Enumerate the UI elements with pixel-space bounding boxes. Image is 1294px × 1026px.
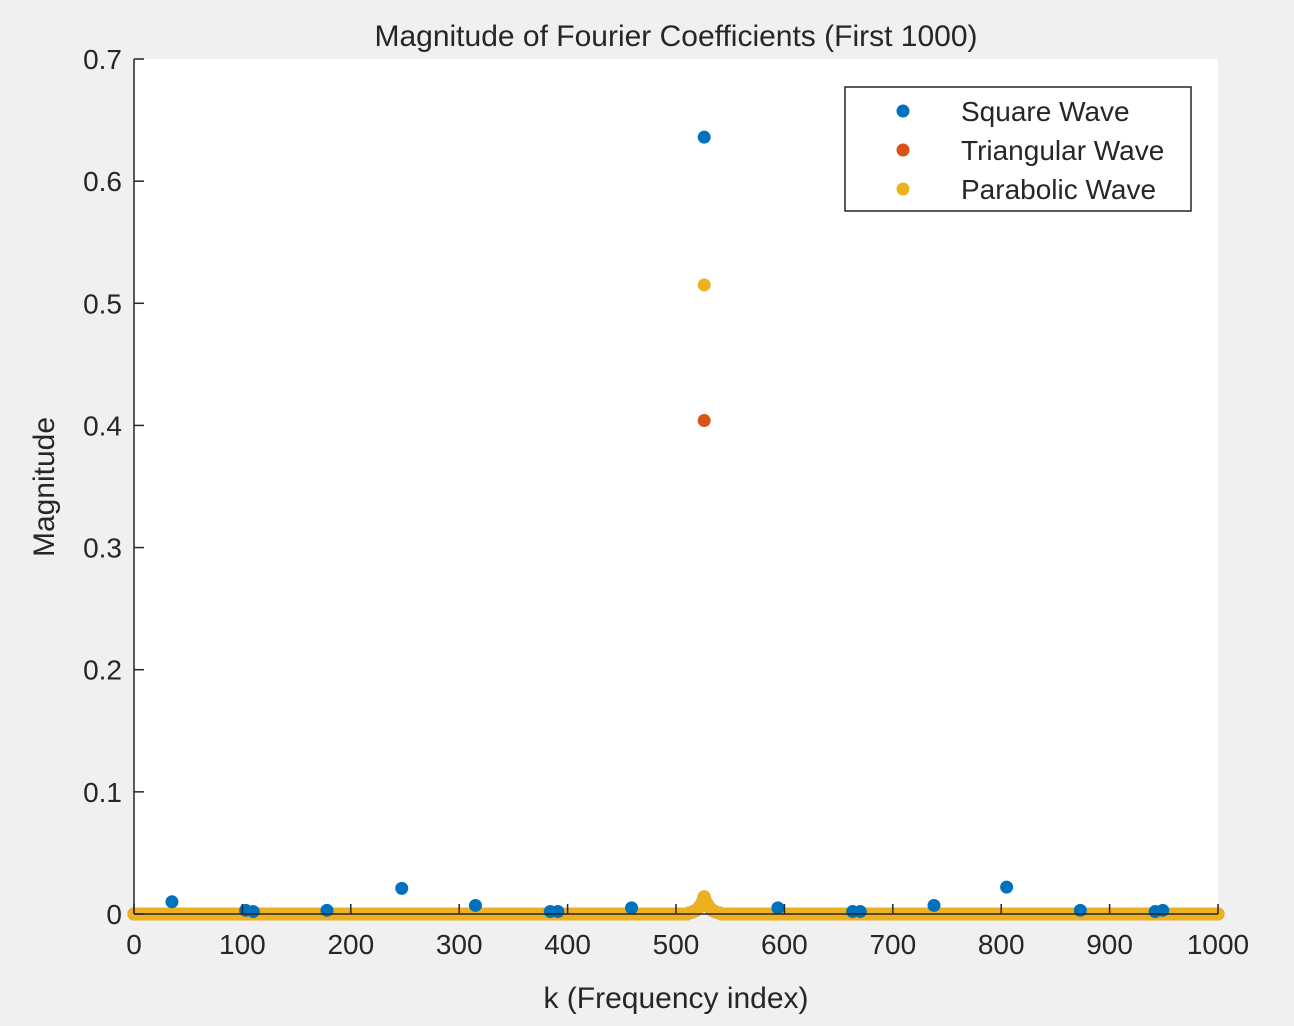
data-points-layer — [165, 130, 1170, 919]
y-tick-label: 0 — [106, 899, 122, 930]
x-tick-label: 100 — [219, 929, 266, 960]
data-point-series-0 — [1000, 880, 1014, 894]
data-point-series-0 — [1073, 903, 1087, 917]
data-point-series-0 — [551, 905, 565, 919]
x-tick-label: 300 — [436, 929, 483, 960]
data-point-series-0 — [1156, 903, 1170, 917]
y-tick-label: 0.4 — [83, 410, 122, 441]
data-point-series-0 — [853, 905, 867, 919]
y-tick-label: 0.6 — [83, 166, 122, 197]
x-tick-label: 200 — [327, 929, 374, 960]
y-axis-ticks: 0 0.1 0.2 0.3 0.4 0.5 0.6 0.7 — [83, 44, 144, 930]
data-point-series-1 — [697, 414, 711, 428]
legend-marker-triangular-wave — [896, 143, 910, 157]
legend-label-triangular-wave: Triangular Wave — [961, 135, 1164, 166]
data-point-series-0 — [697, 130, 711, 144]
x-tick-label: 1000 — [1187, 929, 1249, 960]
x-tick-label: 800 — [978, 929, 1025, 960]
legend-label-parabolic-wave: Parabolic Wave — [961, 174, 1156, 205]
x-tick-label: 900 — [1086, 929, 1133, 960]
y-tick-label: 0.3 — [83, 533, 122, 564]
legend-label-square-wave: Square Wave — [961, 96, 1130, 127]
legend: Square Wave Triangular Wave Parabolic Wa… — [844, 86, 1192, 212]
data-point-series-2 — [697, 278, 711, 292]
legend-marker-square-wave — [896, 104, 910, 118]
x-tick-label: 500 — [653, 929, 700, 960]
data-point-series-0 — [395, 881, 409, 895]
x-axis-label: k (Frequency index) — [543, 982, 808, 1015]
x-tick-label: 600 — [761, 929, 808, 960]
data-point-series-0 — [625, 901, 639, 915]
x-tick-label: 400 — [544, 929, 591, 960]
y-tick-label: 0.5 — [83, 288, 122, 319]
y-axis-label: Magnitude — [28, 417, 61, 557]
data-point-series-0 — [468, 898, 482, 912]
data-point-series-0 — [165, 895, 179, 909]
data-point-series-0 — [927, 898, 941, 912]
y-tick-label: 0.7 — [83, 44, 122, 75]
data-point-series-0 — [320, 903, 334, 917]
chart-title: Magnitude of Fourier Coefficients (First… — [374, 20, 977, 53]
x-tick-label: 700 — [869, 929, 916, 960]
data-point-series-0 — [246, 905, 260, 919]
x-axis-ticks: 0 100 200 300 400 500 600 700 800 900 1000 — [126, 904, 1249, 960]
y-tick-label: 0.2 — [83, 655, 122, 686]
x-tick-label: 0 — [126, 929, 142, 960]
legend-marker-parabolic-wave — [896, 182, 910, 196]
y-tick-label: 0.1 — [83, 777, 122, 808]
data-point-series-0 — [771, 901, 785, 915]
